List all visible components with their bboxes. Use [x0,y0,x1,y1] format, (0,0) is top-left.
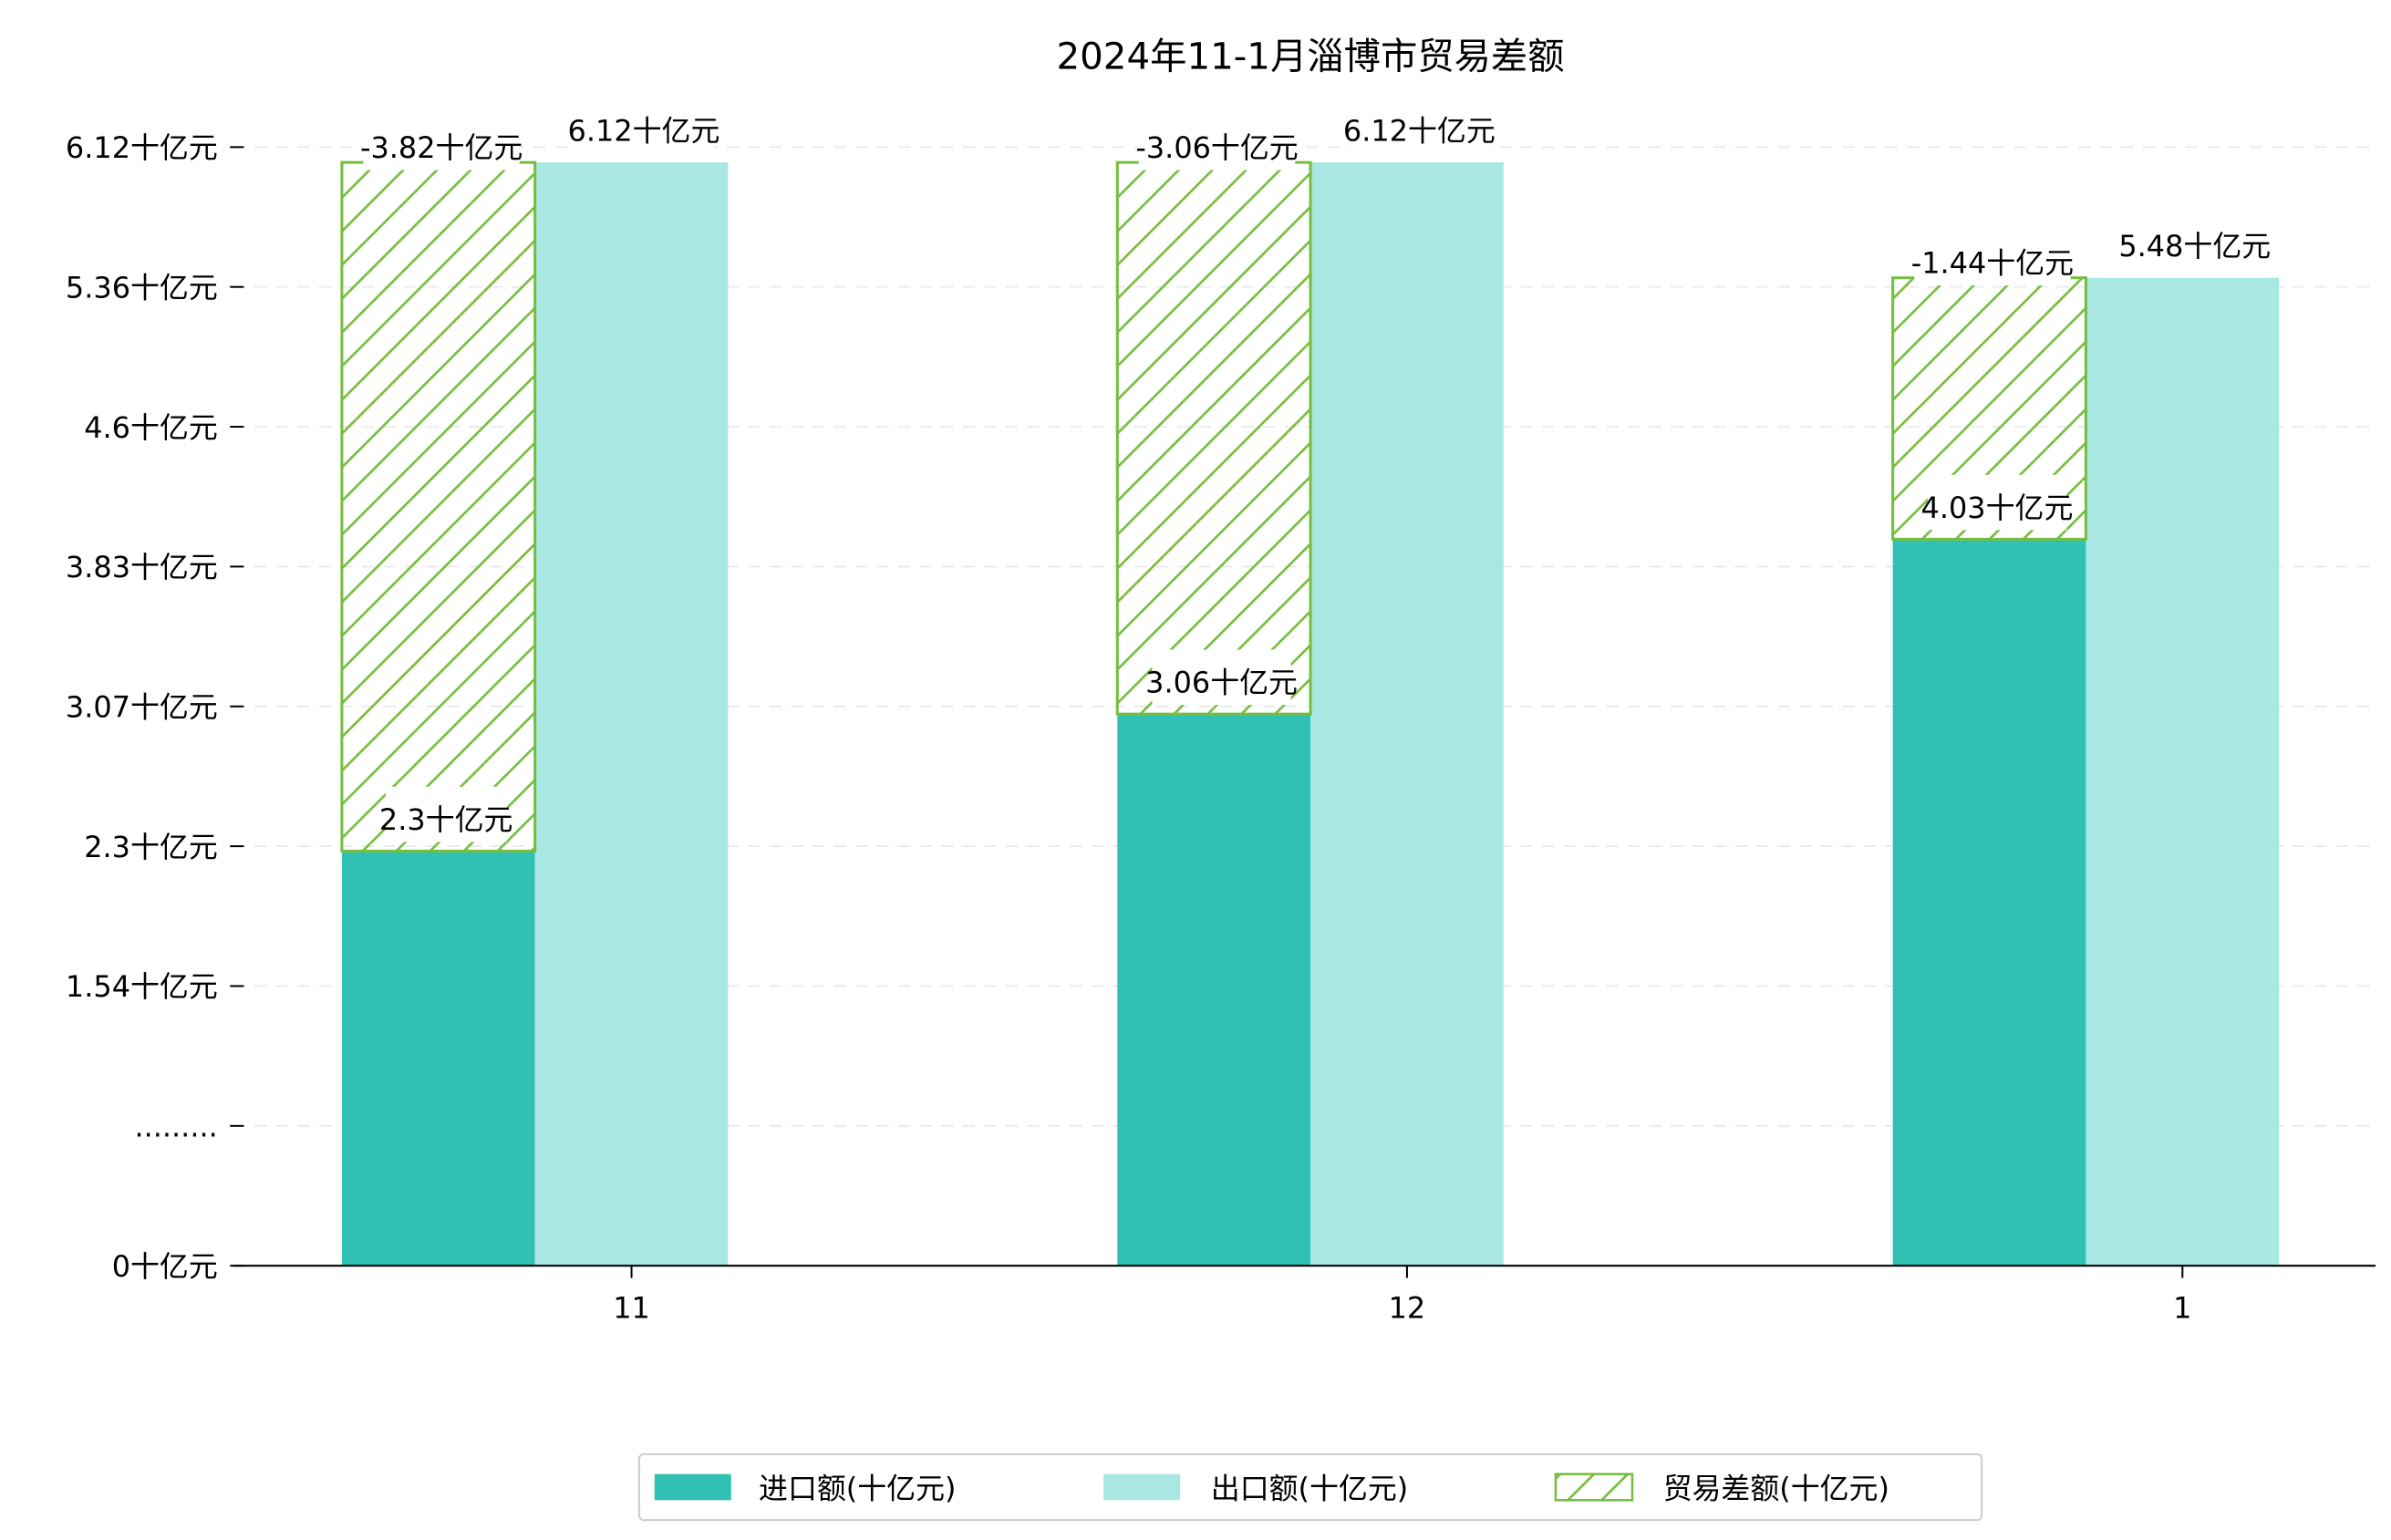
label-balance: -3.82十亿元 [360,130,523,165]
legend-label-export: 出口额(十亿元) [1211,1472,1408,1506]
bar-balance [1115,160,1312,716]
label-export-bg [574,98,714,154]
y-tick-label: 0十亿元 [112,1249,218,1284]
legend-swatch-export [1103,1473,1181,1501]
y-tick-label: 3.83十亿元 [66,550,218,584]
label-import-bg [385,786,507,842]
y-tick-label: ......... [134,1110,217,1144]
y-tick-label: 3.07十亿元 [66,690,218,725]
bar-import [1892,539,2086,1266]
label-import-bg [1152,649,1291,706]
legend-swatch-balance [1554,1473,1634,1502]
bar-import [341,851,535,1266]
legend-label-import: 进口额(十亿元) [759,1472,956,1506]
label-export-bg [1350,98,1489,154]
y-tick-label: 6.12十亿元 [66,130,218,165]
chart-title: 2024年11-1月淄博市贸易差额 [1056,36,1564,78]
label-import: 3.06十亿元 [1145,666,1298,700]
label-export: 5.48十亿元 [2118,229,2271,264]
bar-balance [340,160,537,853]
label-export-bg [2125,213,2264,269]
label-balance: -1.44十亿元 [1911,246,2074,281]
label-import: 2.3十亿元 [379,802,513,837]
label-balance: -3.06十亿元 [1135,130,1298,165]
y-tick-label: 4.6十亿元 [84,410,218,445]
y-tick-label: 2.3十亿元 [84,830,218,864]
x-tick-label: 1 [2173,1290,2191,1325]
bar-export [1310,162,1504,1266]
label-balance-bg [363,115,520,171]
legend: 进口额(十亿元) 出口额(十亿元) 贸易差额(十亿元) [637,1452,1983,1522]
label-import: 4.03十亿元 [1921,491,2074,525]
bar-export [534,162,729,1266]
label-balance-bg [1138,115,1296,171]
label-balance-bg [1914,230,2071,286]
x-tick-label: 12 [1389,1290,1426,1325]
bar-export [2086,277,2280,1266]
label-import-bg [1927,474,2066,531]
label-export: 6.12十亿元 [1343,114,1496,149]
legend-swatch-import [654,1473,731,1501]
bar-import [1117,714,1311,1266]
label-export: 6.12十亿元 [568,114,720,149]
x-tick-label: 11 [613,1290,650,1325]
legend-label-balance: 贸易差额(十亿元) [1663,1472,1889,1506]
y-tick-label: 1.54十亿元 [66,969,218,1004]
y-tick-label: 5.36十亿元 [66,270,218,305]
